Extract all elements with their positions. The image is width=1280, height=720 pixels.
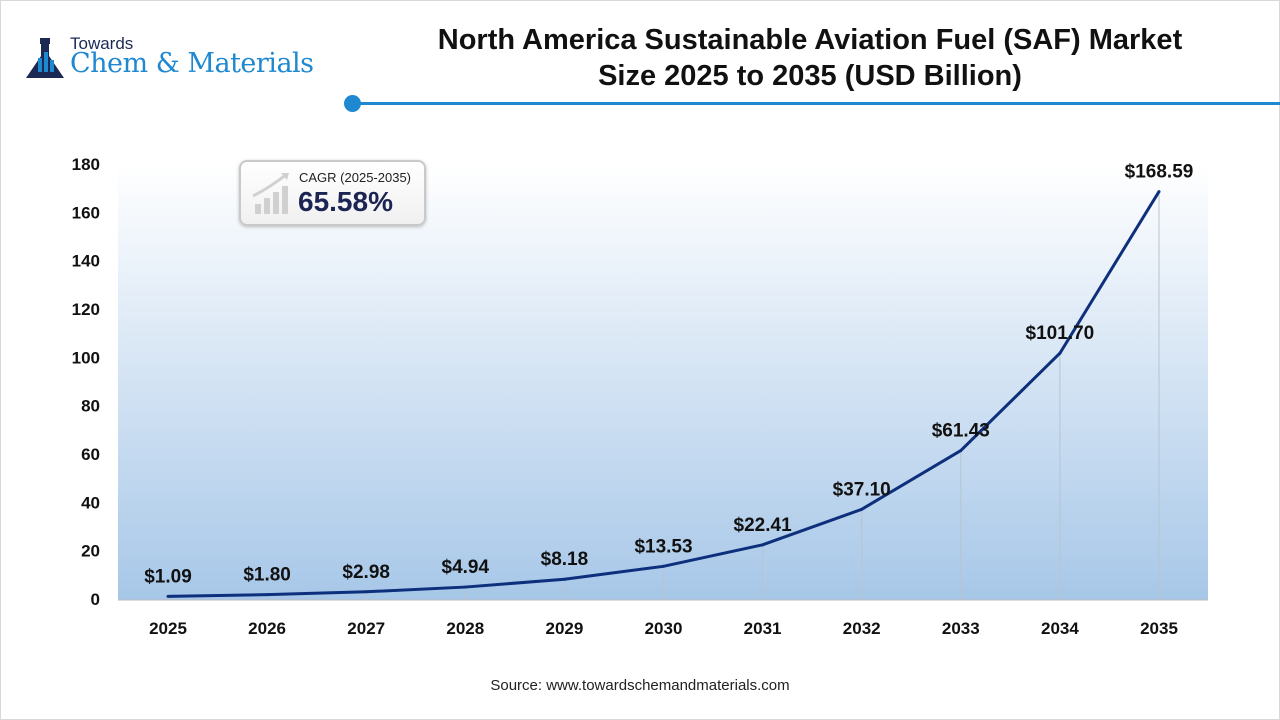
y-tick-label: 60 [81, 445, 100, 464]
x-tick-label: 2033 [942, 619, 980, 638]
cagr-value: 65.58% [298, 186, 393, 217]
data-label: $8.18 [541, 549, 589, 570]
data-label: $22.41 [734, 515, 793, 536]
data-label: $61.43 [932, 421, 990, 442]
data-label: $2.98 [342, 562, 390, 583]
chart-title: North America Sustainable Aviation Fuel … [380, 22, 1240, 94]
data-point [166, 594, 170, 598]
title-rule-dot [344, 95, 361, 112]
plot-area [118, 164, 1208, 600]
y-tick-label: 0 [91, 590, 100, 609]
data-label: $1.09 [144, 566, 192, 587]
x-tick-label: 2025 [149, 619, 187, 638]
data-label: $37.10 [833, 479, 891, 500]
y-tick-label: 40 [81, 493, 100, 512]
x-tick-label: 2034 [1041, 619, 1079, 638]
data-label: $13.53 [634, 536, 692, 557]
title-line-2: Size 2025 to 2035 (USD Billion) [598, 60, 1022, 92]
data-label: $101.70 [1026, 323, 1095, 344]
x-tick-label: 2026 [248, 619, 286, 638]
cagr-badge: CAGR (2025-2035) 65.58% [239, 160, 426, 226]
data-point [860, 507, 864, 511]
x-tick-label: 2032 [843, 619, 881, 638]
y-tick-label: 160 [72, 203, 100, 222]
growth-chart-icon [252, 172, 289, 214]
data-point [761, 543, 765, 547]
data-label: $168.59 [1125, 162, 1194, 183]
x-tick-label: 2029 [545, 619, 583, 638]
logo-text-towards: Towards [70, 34, 134, 53]
title-line-1: North America Sustainable Aviation Fuel … [437, 24, 1183, 56]
data-point [959, 449, 963, 453]
cagr-label: CAGR (2025-2035) [299, 170, 411, 185]
data-point [562, 577, 566, 581]
x-tick-label: 2031 [744, 619, 782, 638]
data-point [1157, 190, 1161, 194]
x-tick-label: 2027 [347, 619, 385, 638]
x-tick-label: 2030 [645, 619, 683, 638]
source-note: Source: www.towardschemandmaterials.com [490, 677, 790, 694]
title-rule [360, 102, 1280, 105]
x-tick-label: 2028 [446, 619, 484, 638]
logo-text-brand: Chem & Materials [70, 48, 314, 79]
y-tick-label: 80 [81, 397, 100, 416]
x-tick-label: 2035 [1140, 619, 1178, 638]
data-point [1058, 351, 1062, 355]
y-tick-label: 100 [72, 348, 100, 367]
data-point [662, 564, 665, 568]
y-tick-label: 20 [81, 542, 100, 561]
data-label: $1.80 [243, 565, 291, 586]
flask-logo-icon [26, 38, 64, 78]
data-point [265, 593, 269, 597]
y-tick-label: 140 [72, 252, 100, 271]
data-point [463, 585, 467, 589]
y-tick-label: 120 [72, 300, 100, 319]
y-tick-label: 180 [72, 155, 100, 174]
data-point [364, 590, 368, 594]
data-label: $4.94 [442, 557, 490, 578]
